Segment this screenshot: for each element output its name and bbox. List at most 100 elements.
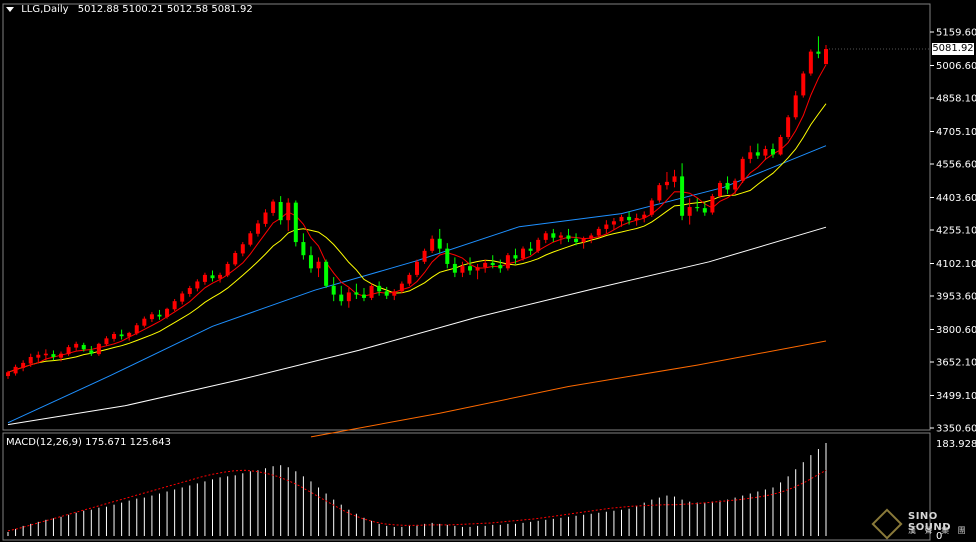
candle-body — [195, 281, 200, 289]
candle-body — [642, 214, 647, 218]
ma-120-line — [7, 226, 827, 426]
candle-body — [225, 263, 230, 276]
candle-body — [240, 244, 245, 254]
candle-body — [778, 136, 783, 155]
candle-body — [21, 362, 26, 368]
y-tick-label: 5159.60 — [936, 28, 976, 39]
candle-body — [717, 182, 722, 197]
candle-body — [218, 274, 223, 279]
candle-body — [581, 238, 586, 243]
candle-body — [786, 117, 791, 137]
sino-sound-logo: SINO SOUND 漢 聲 集 團 — [871, 508, 974, 541]
candle-body — [361, 294, 366, 298]
candle-body — [278, 202, 283, 221]
candle-body — [725, 182, 730, 190]
candle-body — [536, 239, 541, 251]
candle-body — [558, 235, 563, 238]
candle-body — [430, 238, 435, 251]
candle-body — [437, 238, 442, 249]
candle-body — [369, 285, 374, 298]
y-tick-label: 4858.10 — [936, 94, 976, 105]
candle-body — [172, 301, 177, 310]
candle-body — [627, 216, 632, 221]
candle-body — [574, 238, 579, 243]
candle-body — [66, 347, 71, 355]
candle-body — [566, 235, 571, 239]
candle-body — [384, 291, 389, 296]
candle-body — [187, 288, 192, 294]
candle-body — [180, 293, 185, 302]
candle-body — [127, 332, 132, 337]
candle-body — [134, 325, 139, 334]
candle-body — [611, 221, 616, 225]
logo-name: SINO SOUND — [908, 511, 951, 533]
candle-body — [816, 51, 821, 54]
y-tick-label: 3652.10 — [936, 358, 976, 369]
candle-body — [119, 334, 124, 337]
candle-body — [316, 261, 321, 269]
candle-body — [505, 255, 510, 269]
chart-header: LLG,Daily 5012.88 5100.21 5012.58 5081.9… — [6, 4, 253, 15]
candle-body — [808, 51, 813, 74]
y-tick-label: 4556.60 — [936, 160, 976, 171]
y-tick-label: 3953.60 — [936, 292, 976, 303]
candle-body — [324, 261, 329, 286]
candle-body — [377, 285, 382, 292]
candle-body — [680, 176, 685, 216]
candle-body — [59, 353, 64, 358]
candle-body — [233, 253, 238, 265]
candle-body — [6, 372, 10, 377]
candle-body — [51, 354, 56, 357]
ma-60-line — [7, 145, 827, 424]
candle-body — [824, 49, 828, 65]
candle-body — [339, 294, 344, 302]
dropdown-triangle-icon[interactable] — [6, 6, 14, 12]
y-tick-label: 4403.60 — [936, 193, 976, 204]
candle-body — [657, 185, 662, 201]
candle-body — [308, 255, 313, 269]
candle-body — [81, 344, 86, 350]
macd-header: MACD(12,26,9) 175.671 125.643 — [6, 437, 172, 448]
candle-body — [763, 149, 768, 156]
candle-body — [687, 207, 692, 216]
candle-body — [740, 158, 745, 181]
candle-body — [36, 354, 41, 358]
candle-body — [649, 200, 654, 215]
candle-body — [89, 350, 94, 354]
y-tick-label: 4102.10 — [936, 259, 976, 270]
y-tick-label: 3350.60 — [936, 424, 976, 435]
candle-body — [331, 285, 336, 295]
candle-body — [498, 265, 503, 269]
candle-body — [346, 292, 351, 302]
candle-body — [551, 233, 556, 238]
candle-body — [483, 262, 488, 268]
macd-panel-frame — [2, 432, 931, 541]
candle-body — [399, 283, 404, 292]
main-panel-frame — [2, 3, 931, 431]
candle-body — [589, 235, 594, 239]
candle-body — [619, 216, 624, 222]
candle-body — [634, 217, 639, 221]
candle-body — [415, 261, 419, 275]
candle-body — [733, 180, 738, 190]
candle-body — [475, 267, 480, 271]
candle-body — [149, 314, 154, 320]
candle-body — [255, 223, 260, 234]
logo-diamond-icon — [871, 508, 903, 540]
candle-body — [452, 263, 457, 273]
ma-10-line — [7, 103, 827, 373]
candle-body — [702, 208, 707, 213]
y-tick-label: 3499.10 — [936, 391, 976, 402]
candle-body — [74, 343, 79, 348]
candle-body — [596, 228, 601, 236]
candle-body — [755, 152, 760, 156]
candle-body — [445, 248, 450, 264]
y-tick-label: 4705.10 — [936, 127, 976, 138]
candle-body — [293, 202, 298, 243]
candle-body — [142, 318, 147, 326]
candle-body — [695, 207, 700, 209]
candle-body — [468, 266, 473, 271]
ma-5-line — [7, 64, 827, 373]
candle-body — [28, 356, 33, 364]
